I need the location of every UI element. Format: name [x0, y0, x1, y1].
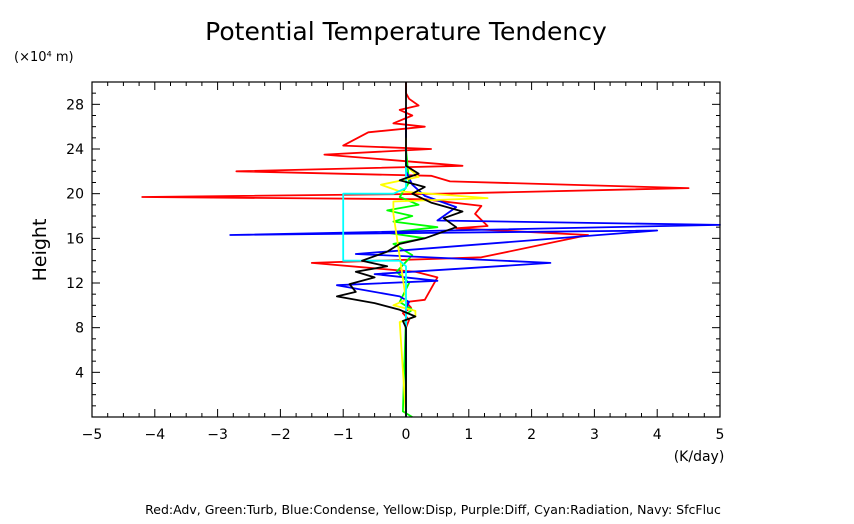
x-tick-label: −3 [207, 427, 228, 443]
series-line [141, 82, 690, 412]
x-tick-label: −2 [270, 427, 291, 443]
x-tick-label: −5 [82, 427, 103, 443]
chart-title: Potential Temperature Tendency [205, 17, 607, 46]
x-tick-label: 3 [590, 427, 599, 443]
y-tick-label: 8 [75, 321, 84, 337]
x-axis-label: (K/day) [674, 449, 725, 465]
y-axis-label: Height [29, 219, 51, 282]
series-line [342, 149, 407, 417]
y-tick-label: 20 [66, 187, 84, 203]
y-tick-label: 16 [66, 231, 84, 247]
x-tick-label: 5 [716, 427, 725, 443]
legend: Red:Adv, Green:Turb, Blue:Condense, Yell… [145, 502, 721, 517]
x-tick-label: 1 [464, 427, 473, 443]
y-tick-label: 4 [75, 365, 84, 381]
series-line [335, 82, 464, 417]
x-tick-label: 4 [653, 427, 662, 443]
series-layer [141, 82, 721, 418]
x-tick-label: −1 [333, 427, 354, 443]
y-tick-label: 24 [66, 142, 84, 158]
plot-frame [91, 81, 721, 418]
x-tick-label: 0 [402, 427, 411, 443]
y-unit-label: (×10⁴ m) [14, 50, 74, 65]
y-tick-label: 12 [66, 276, 84, 292]
x-tick-label: −4 [144, 427, 165, 443]
series-line [229, 109, 721, 417]
x-tick-label: 2 [527, 427, 536, 443]
y-tick-label: 28 [66, 97, 84, 113]
